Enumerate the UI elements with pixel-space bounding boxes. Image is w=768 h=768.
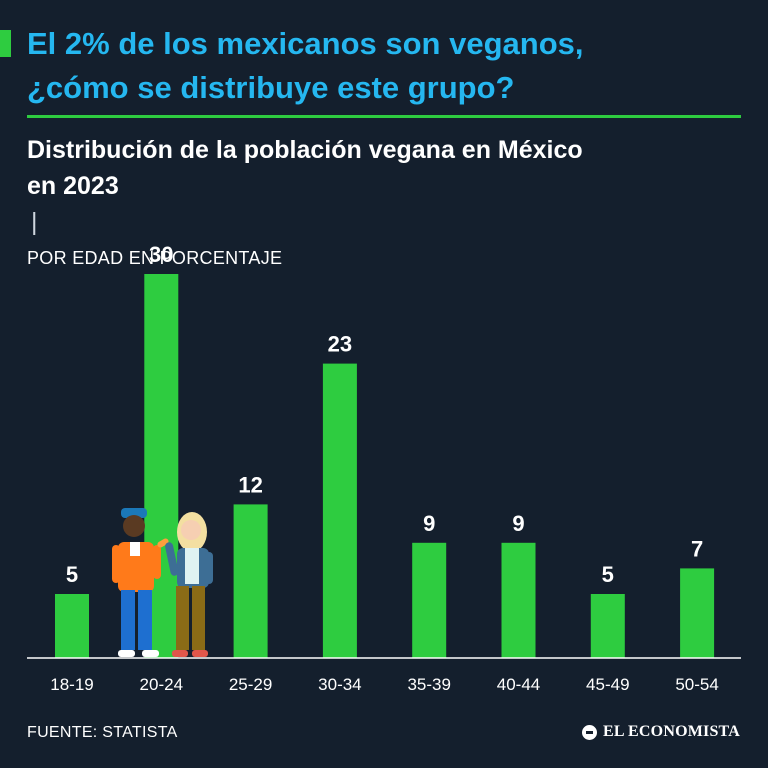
tick-label-50-54: 50-54 [675, 675, 718, 694]
bar-18-19 [55, 594, 89, 658]
value-label-25-29: 12 [238, 472, 262, 497]
headline-line-1: El 2% de los mexicanos son veganos, [27, 26, 584, 61]
subtitle-separator: | [31, 208, 38, 236]
tick-label-45-49: 45-49 [586, 675, 629, 694]
value-label-50-54: 7 [691, 536, 703, 561]
value-label-35-39: 9 [423, 511, 435, 536]
tick-label-20-24: 20-24 [140, 675, 183, 694]
tick-label-18-19: 18-19 [50, 675, 93, 694]
accent-block [0, 30, 11, 57]
bar-50-54 [680, 568, 715, 658]
value-label-45-49: 5 [602, 562, 614, 587]
value-label-30-34: 23 [328, 332, 352, 357]
subtitle-year: en 2023 [27, 172, 119, 200]
person-illustration-right [165, 512, 213, 657]
value-label-20-24: 30 [149, 242, 173, 267]
tick-label-30-34: 30-34 [318, 675, 361, 694]
brand-logo: EL ECONOMISTA [582, 723, 740, 741]
category-tick-group: 18-19 20-24 25-29 30-34 35-39 40-44 45-49 50-54 [50, 675, 719, 694]
subtitle-line-2: en 2023 | POR EDAD EN PORCENTAJE [27, 168, 747, 276]
bar-group [55, 274, 715, 658]
value-label-18-19: 5 [66, 562, 78, 587]
brand-name: EL ECONOMISTA [603, 723, 740, 740]
bar-25-29 [233, 504, 268, 658]
value-label-40-44: 9 [512, 511, 524, 536]
subtitle-unit: POR EDAD EN PORCENTAJE [27, 248, 283, 268]
headline: El 2% de los mexicanos son veganos, ¿cóm… [27, 22, 747, 110]
people-illustration [112, 508, 213, 657]
subtitle-line-1: Distribución de la población vegana en M… [27, 136, 583, 164]
bar-35-39 [412, 542, 447, 658]
tick-label-40-44: 40-44 [497, 675, 540, 694]
chart-subtitle: Distribución de la población vegana en M… [27, 132, 747, 276]
source-note: FUENTE: STATISTA [27, 724, 178, 741]
tick-label-25-29: 25-29 [229, 675, 272, 694]
brand-mark-icon [582, 724, 597, 740]
bar-45-49 [590, 594, 625, 658]
person-illustration-left [112, 508, 169, 657]
bar-40-44 [501, 542, 536, 658]
header-divider [27, 115, 741, 118]
value-label-group: 5 30 12 23 9 9 5 7 [66, 242, 703, 587]
bar-30-34 [322, 363, 357, 658]
tick-label-35-39: 35-39 [407, 675, 450, 694]
headline-line-2: ¿cómo se distribuye este grupo? [27, 70, 515, 105]
